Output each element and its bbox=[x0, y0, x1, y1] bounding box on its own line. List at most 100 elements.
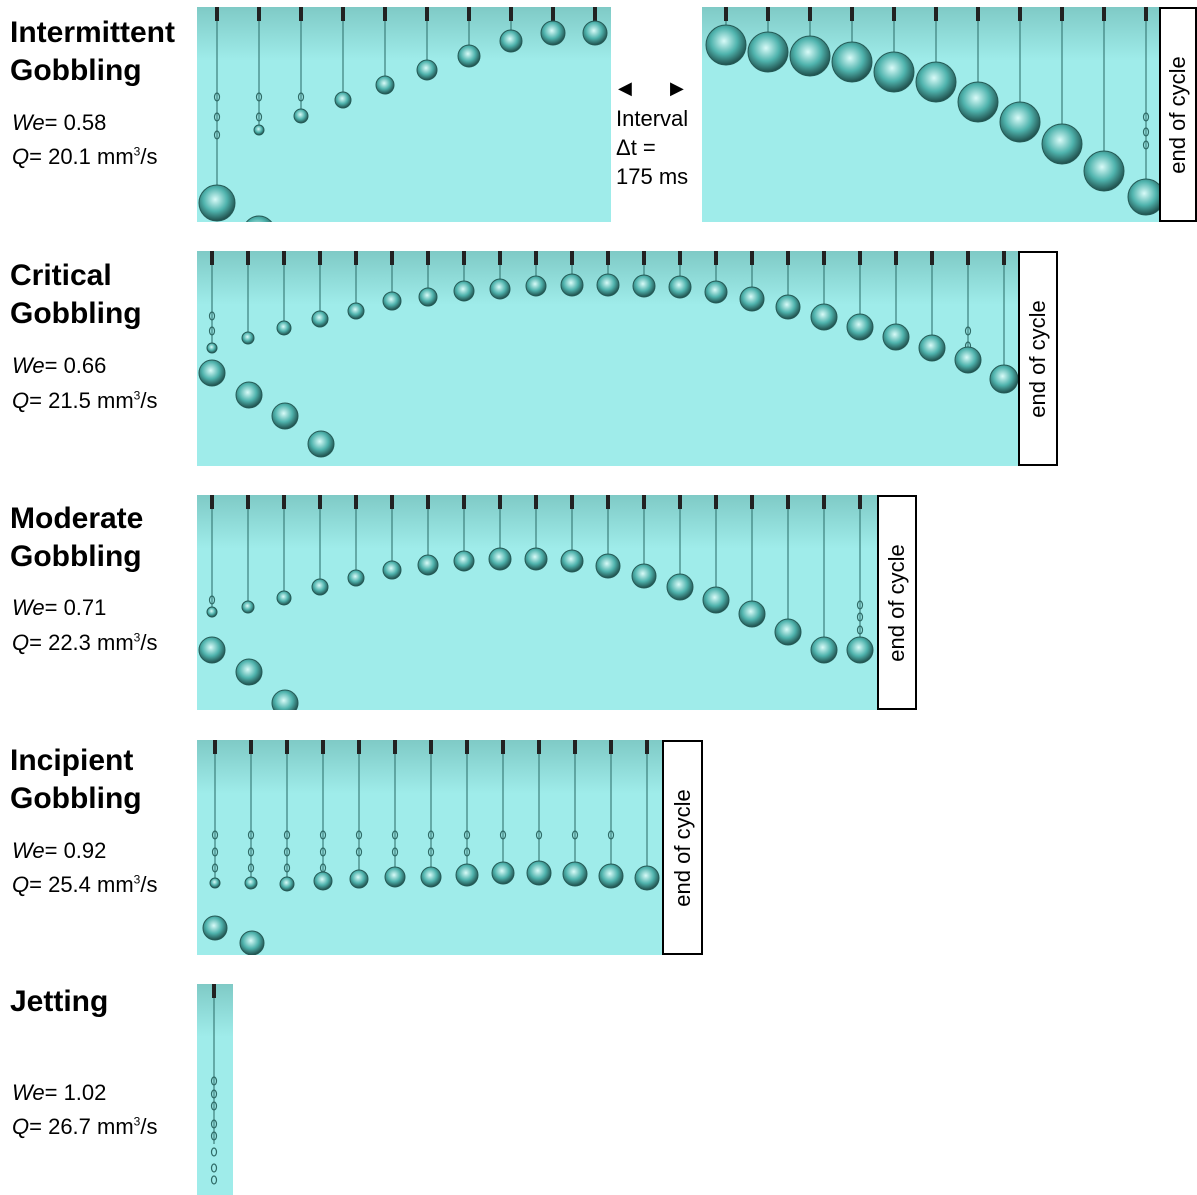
droplet bbox=[349, 869, 369, 889]
needle bbox=[390, 495, 394, 509]
q-value: = 20.1 mm bbox=[29, 144, 134, 169]
q-symbol: Q bbox=[12, 630, 30, 655]
needle bbox=[750, 495, 754, 509]
droplet bbox=[347, 302, 365, 320]
needle bbox=[573, 740, 577, 754]
q-unit: /s bbox=[140, 872, 158, 897]
needle bbox=[930, 251, 934, 265]
needle bbox=[210, 495, 214, 509]
we-symbol: We bbox=[12, 1080, 45, 1105]
title-line: Intermittent bbox=[10, 16, 175, 49]
falling-droplet bbox=[239, 930, 265, 955]
droplet bbox=[873, 51, 915, 93]
q-unit: /s bbox=[140, 388, 158, 413]
end-of-cycle-marker: end of cycle bbox=[1018, 251, 1058, 466]
interval-delta: Δt = bbox=[616, 135, 656, 160]
needle bbox=[976, 7, 980, 21]
needle bbox=[609, 740, 613, 754]
droplet bbox=[774, 618, 802, 646]
satellite-droplet bbox=[210, 1089, 218, 1099]
droplet bbox=[810, 636, 838, 664]
needle bbox=[534, 495, 538, 509]
satellite-droplet bbox=[210, 1101, 218, 1111]
droplet bbox=[453, 550, 475, 572]
droplet bbox=[488, 547, 512, 571]
needle bbox=[354, 495, 358, 509]
flow-rate-label: Q= 26.7 mm3/s bbox=[12, 1114, 157, 1140]
needle bbox=[766, 7, 770, 21]
title-line: Incipient bbox=[10, 744, 134, 777]
droplet bbox=[276, 320, 292, 336]
q-value: = 25.4 mm bbox=[29, 872, 134, 897]
needle bbox=[850, 7, 854, 21]
satellite-droplet bbox=[391, 847, 399, 857]
satellite-droplet bbox=[391, 830, 399, 840]
weber-number-label: We= 0.66 bbox=[12, 353, 106, 379]
droplet bbox=[1127, 178, 1160, 216]
needle bbox=[678, 495, 682, 509]
drop-sequence-panel bbox=[197, 251, 1019, 466]
needle bbox=[714, 251, 718, 265]
title-line: Gobbling bbox=[10, 297, 142, 330]
we-value: = 0.71 bbox=[44, 595, 107, 620]
satellite-droplet bbox=[210, 1175, 218, 1185]
title-line: Gobbling bbox=[10, 782, 142, 815]
satellite-droplet bbox=[213, 112, 221, 122]
we-value: = 0.92 bbox=[44, 838, 107, 863]
satellite-droplet bbox=[208, 326, 216, 336]
needle bbox=[257, 7, 261, 21]
drop-sequence-panel bbox=[197, 740, 663, 955]
end-of-cycle-label: end of cycle bbox=[669, 788, 695, 907]
droplet bbox=[311, 578, 329, 596]
drop-sequence-panel bbox=[702, 7, 1160, 222]
droplet bbox=[704, 280, 728, 304]
needle bbox=[467, 7, 471, 21]
needle bbox=[383, 7, 387, 21]
satellite-droplet bbox=[297, 92, 305, 102]
end-of-cycle-marker: end of cycle bbox=[662, 740, 703, 955]
droplet bbox=[420, 866, 442, 888]
droplet bbox=[499, 29, 523, 53]
droplet bbox=[334, 91, 352, 109]
satellite-droplet bbox=[535, 830, 543, 840]
needle bbox=[246, 495, 250, 509]
satellite-droplet bbox=[964, 326, 972, 336]
falling-droplet bbox=[198, 184, 236, 222]
droplet bbox=[918, 334, 946, 362]
needle bbox=[215, 7, 219, 21]
we-symbol: We bbox=[12, 595, 45, 620]
needle bbox=[1060, 7, 1064, 21]
falling-droplet bbox=[202, 915, 228, 941]
satellite-droplet bbox=[247, 847, 255, 857]
satellite-droplet bbox=[211, 830, 219, 840]
satellite-droplet bbox=[208, 595, 216, 605]
q-symbol: Q bbox=[12, 388, 30, 413]
we-value: = 1.02 bbox=[44, 1080, 107, 1105]
droplet bbox=[489, 278, 511, 300]
needle bbox=[393, 740, 397, 754]
droplet bbox=[455, 863, 479, 887]
needle bbox=[1002, 251, 1006, 265]
end-of-cycle-label: end of cycle bbox=[1165, 55, 1190, 174]
end-of-cycle-marker: end of cycle bbox=[877, 495, 917, 710]
satellite-droplet bbox=[247, 830, 255, 840]
needle bbox=[465, 740, 469, 754]
droplet bbox=[915, 61, 957, 103]
satellite-droplet bbox=[283, 863, 291, 873]
droplet bbox=[525, 275, 547, 297]
needle bbox=[426, 251, 430, 265]
droplet bbox=[347, 569, 365, 587]
needle bbox=[501, 740, 505, 754]
we-value: = 0.58 bbox=[44, 110, 107, 135]
satellite-droplet bbox=[283, 847, 291, 857]
needle bbox=[1144, 7, 1148, 21]
regime-title-intermittent: Intermittent Gobbling bbox=[10, 14, 175, 90]
droplet bbox=[279, 876, 295, 892]
drop-sequence-panel bbox=[197, 7, 611, 222]
satellite-droplet bbox=[463, 847, 471, 857]
drop-sequence-panel bbox=[197, 495, 878, 710]
needle bbox=[786, 495, 790, 509]
droplet bbox=[668, 275, 692, 299]
needle bbox=[426, 495, 430, 509]
weber-number-label: We= 1.02 bbox=[12, 1080, 106, 1106]
